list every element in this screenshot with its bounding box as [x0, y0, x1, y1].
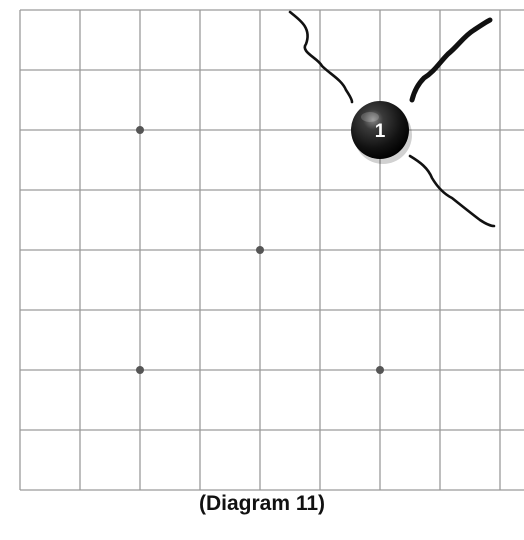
- star-point: [136, 366, 144, 374]
- board-grid: [19, 9, 524, 491]
- ink-stroke: [409, 17, 493, 103]
- star-point: [376, 366, 384, 374]
- stone-body: [351, 101, 409, 159]
- go-board-diagram: 1: [19, 9, 524, 491]
- hand-drawn-strokes: [288, 10, 496, 228]
- stone-move-number: 1: [375, 121, 386, 142]
- ink-stroke: [408, 154, 496, 228]
- stone-highlight: [361, 112, 379, 122]
- star-point: [136, 126, 144, 134]
- ink-stroke: [288, 10, 354, 104]
- stones-layer: 1: [351, 101, 412, 164]
- diagram-caption: (Diagram 11): [198, 492, 326, 515]
- star-points: [136, 126, 384, 374]
- star-point: [256, 246, 264, 254]
- black-stone: 1: [351, 101, 412, 164]
